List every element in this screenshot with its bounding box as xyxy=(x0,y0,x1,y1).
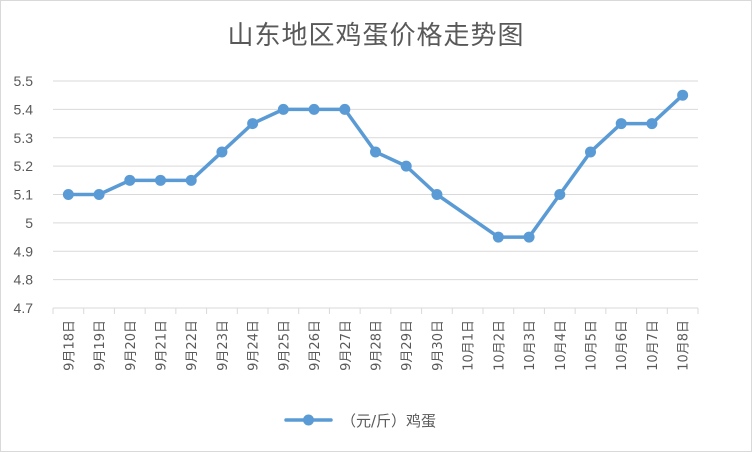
x-tick-label: 10月2日 xyxy=(492,320,507,371)
data-point xyxy=(93,189,105,200)
x-tick-label: 9月20日 xyxy=(124,320,139,371)
x-tick-label: 10月1日 xyxy=(462,320,477,371)
data-point xyxy=(615,118,627,130)
x-tick-label: 10月7日 xyxy=(646,320,661,371)
x-tick-label: 9月30日 xyxy=(431,320,446,371)
data-point xyxy=(277,103,289,115)
x-tick-label: 10月8日 xyxy=(677,320,692,371)
x-tick-label: 10月5日 xyxy=(585,320,600,371)
data-point xyxy=(247,118,259,130)
y-tick-label: 5.4 xyxy=(14,101,34,117)
data-point xyxy=(124,174,136,186)
x-tick-label: 9月21日 xyxy=(155,320,170,371)
legend-marker xyxy=(303,414,314,426)
data-point xyxy=(62,189,74,200)
data-point xyxy=(646,118,658,130)
data-point xyxy=(185,174,197,186)
y-tick-label: 4.8 xyxy=(14,272,34,288)
x-tick-label: 9月19日 xyxy=(93,320,108,371)
x-tick-label: 9月18日 xyxy=(62,320,77,371)
x-tick-label: 9月29日 xyxy=(400,320,415,371)
y-tick-label: 4.9 xyxy=(14,243,34,259)
x-tick-label: 10月4日 xyxy=(554,320,569,371)
x-tick-label: 10月6日 xyxy=(615,320,630,371)
data-point xyxy=(308,103,320,115)
x-tick-label: 9月26日 xyxy=(308,320,323,371)
chart-title: 山东地区鸡蛋价格走势图 xyxy=(227,21,525,51)
data-point xyxy=(370,146,381,158)
x-tick-label: 10月3日 xyxy=(523,320,538,371)
data-point xyxy=(523,231,535,243)
x-tick-label: 9月27日 xyxy=(339,320,354,371)
x-tick-label: 9月22日 xyxy=(185,320,200,371)
y-tick-label: 5 xyxy=(25,215,33,231)
data-point xyxy=(492,231,504,243)
x-tick-label: 9月28日 xyxy=(370,320,385,371)
data-point xyxy=(155,174,166,186)
y-tick-label: 4.7 xyxy=(14,300,34,316)
y-tick-label: 5.3 xyxy=(14,130,34,146)
data-point xyxy=(677,89,689,101)
y-tick-label: 5.1 xyxy=(14,187,34,203)
data-point xyxy=(431,189,443,200)
data-point xyxy=(400,160,412,172)
y-tick-label: 5.2 xyxy=(14,158,34,174)
x-tick-label: 9月25日 xyxy=(277,320,292,371)
x-tick-label: 9月23日 xyxy=(216,320,231,371)
y-tick-label: 5.5 xyxy=(14,73,34,89)
data-point xyxy=(339,103,351,115)
data-point xyxy=(585,146,596,158)
legend-label: （元/斤）鸡蛋 xyxy=(341,412,436,430)
data-point xyxy=(216,146,228,158)
data-point xyxy=(554,189,566,200)
x-tick-label: 9月24日 xyxy=(247,320,262,371)
